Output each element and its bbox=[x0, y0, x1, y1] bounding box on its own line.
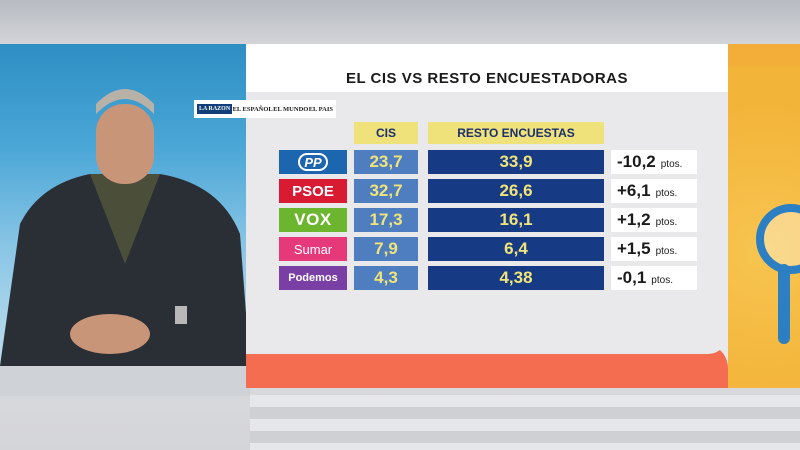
cis-value: 32,7 bbox=[354, 179, 418, 203]
diff-cell: +6,1 ptos. bbox=[611, 179, 697, 203]
studio-top-band bbox=[0, 0, 800, 44]
party-label: VOX bbox=[294, 210, 332, 229]
footer-wave bbox=[246, 334, 728, 354]
party-logo-psoe: PSOE bbox=[279, 179, 347, 203]
diff-cell: +1,2 ptos. bbox=[611, 208, 697, 232]
diff-value: +6,1 bbox=[617, 181, 651, 200]
resto-value: 6,4 bbox=[428, 237, 604, 261]
table-row: Sumar 7,9 6,4 +1,5 ptos. bbox=[0, 237, 800, 263]
cis-value: 23,7 bbox=[354, 150, 418, 174]
party-label: PP bbox=[298, 153, 328, 171]
party-label: Sumar bbox=[293, 241, 333, 257]
table-row: PSOE 32,7 26,6 +6,1 ptos. bbox=[0, 179, 800, 205]
resto-value: 33,9 bbox=[428, 150, 604, 174]
diff-value: +1,2 bbox=[617, 210, 651, 229]
studio-floor bbox=[250, 395, 800, 450]
presenter-image bbox=[0, 89, 250, 366]
resto-value: 4,38 bbox=[428, 266, 604, 290]
newspaper-logos: LA RAZON EL ESPAÑOL EL MUNDO EL PAIS bbox=[194, 100, 336, 118]
title-bar bbox=[246, 66, 728, 92]
party-logo-pp: PP bbox=[279, 150, 347, 174]
table-row: VOX 17,3 16,1 +1,2 ptos. bbox=[0, 208, 800, 234]
panel-title: EL CIS VS RESTO ENCUESTADORAS bbox=[345, 70, 629, 87]
diff-value: -0,1 bbox=[617, 268, 647, 287]
diff-unit: ptos. bbox=[655, 188, 678, 199]
column-header-cis: CIS bbox=[354, 122, 418, 144]
decorative-side-image bbox=[728, 44, 800, 388]
diff-value: +1,5 bbox=[617, 239, 651, 258]
party-label: PSOE bbox=[292, 182, 334, 200]
logo-el-espanol: EL ESPAÑOL bbox=[232, 105, 273, 113]
strip-top bbox=[728, 44, 800, 66]
logo-el-pais: EL PAIS bbox=[308, 105, 333, 113]
table-row: Podemos 4,3 4,38 -0,1 ptos. bbox=[0, 266, 800, 292]
magnifier-handle bbox=[778, 264, 790, 344]
diff-unit: ptos. bbox=[655, 246, 678, 257]
diff-cell: -10,2 ptos. bbox=[611, 150, 697, 174]
party-logo-podemos: Podemos bbox=[279, 266, 347, 290]
cis-value: 7,9 bbox=[354, 237, 418, 261]
party-logo-sumar: Sumar bbox=[279, 237, 347, 261]
logo-la-razon: LA RAZON bbox=[197, 104, 233, 114]
party-logo-vox: VOX bbox=[279, 208, 347, 232]
studio-desk bbox=[0, 366, 250, 396]
diff-cell: +1,5 ptos. bbox=[611, 237, 697, 261]
cis-value: 17,3 bbox=[354, 208, 418, 232]
diff-unit: ptos. bbox=[655, 217, 678, 228]
table-row: PP 23,7 33,9 -10,2 ptos. bbox=[0, 150, 800, 176]
logo-el-mundo: EL MUNDO bbox=[273, 105, 309, 113]
resto-value: 16,1 bbox=[428, 208, 604, 232]
diff-cell: -0,1 ptos. bbox=[611, 266, 697, 290]
party-label: Podemos bbox=[288, 272, 338, 284]
diff-value: -10,2 bbox=[617, 152, 656, 171]
diff-unit: ptos. bbox=[660, 159, 683, 170]
resto-value: 26,6 bbox=[428, 179, 604, 203]
cis-value: 4,3 bbox=[354, 266, 418, 290]
column-header-resto: RESTO ENCUESTAS bbox=[428, 122, 604, 144]
diff-unit: ptos. bbox=[651, 275, 673, 286]
